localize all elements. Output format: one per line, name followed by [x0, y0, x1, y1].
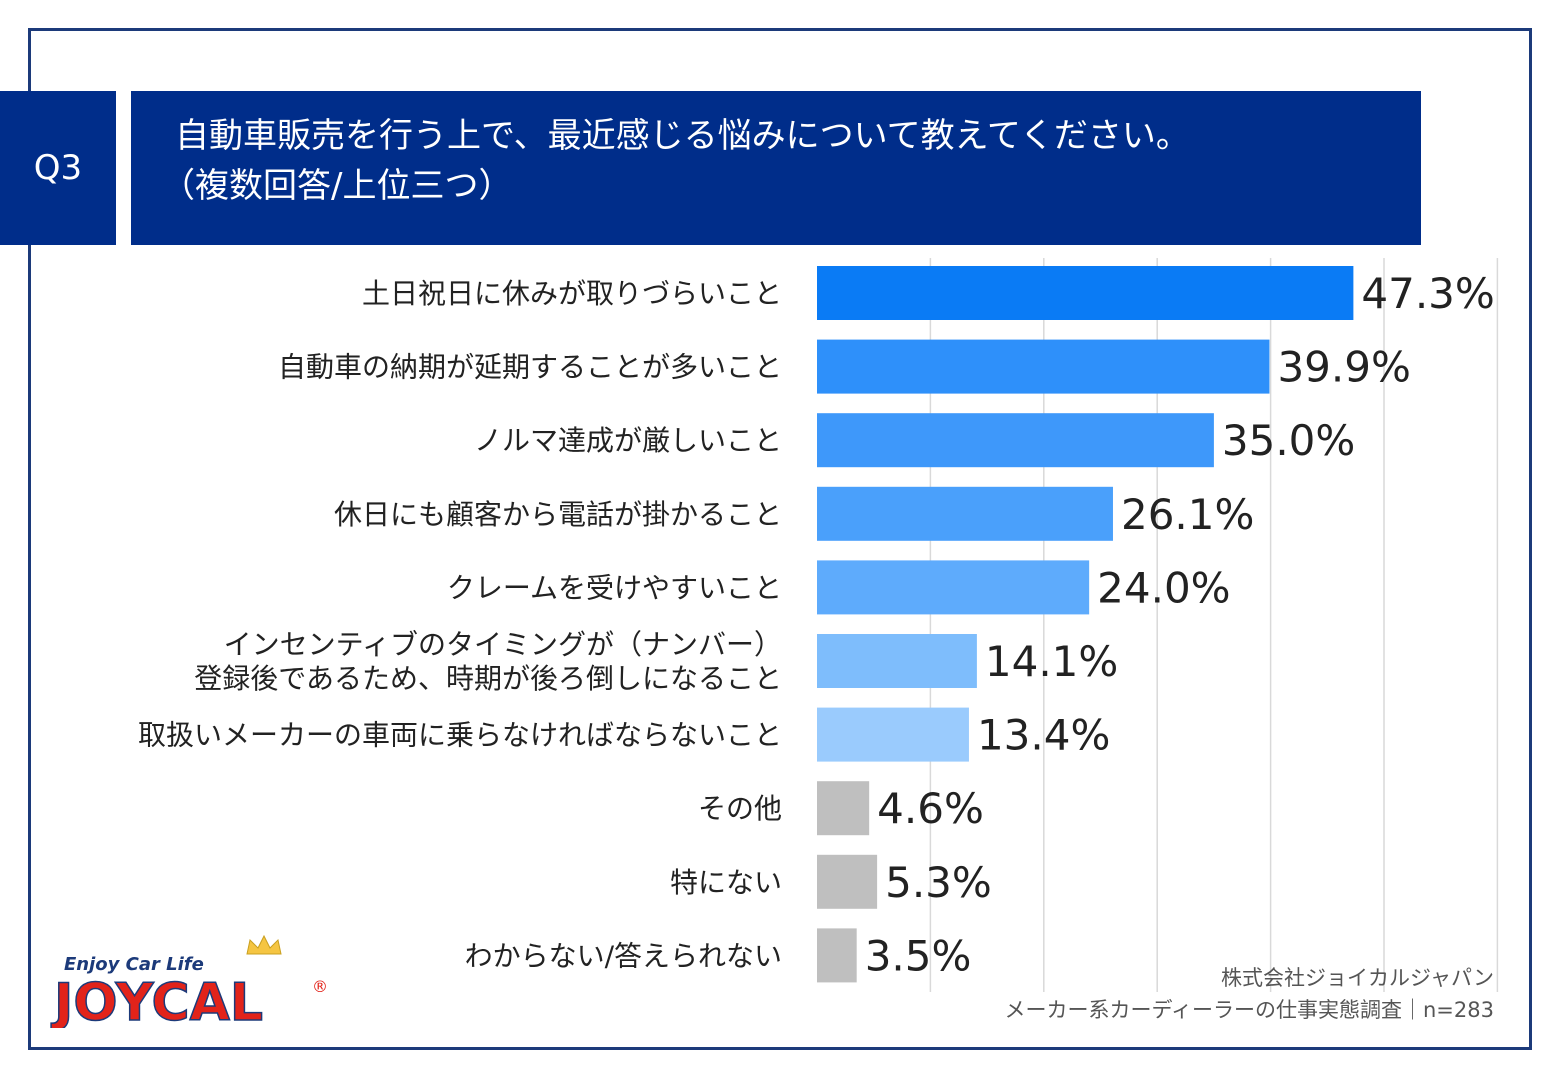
category-label: 休日にも顧客から電話が掛かること	[334, 498, 782, 531]
category-label: ノルマ達成が厳しいこと	[474, 424, 782, 457]
source-company: 株式会社ジョイカルジャパン	[1221, 966, 1494, 990]
value-label: 13.4%	[977, 711, 1110, 760]
bar	[817, 781, 870, 836]
bar	[817, 486, 1113, 541]
value-label: 47.3%	[1361, 269, 1494, 318]
joycal-logo: Enjoy Car Life JOYCAL ®	[50, 934, 328, 1028]
question-title-line2: （複数回答/上位三つ）	[161, 166, 513, 206]
value-label: 14.1%	[985, 637, 1118, 686]
category-label: 土日祝日に休みが取りづらいこと	[362, 277, 782, 310]
category-label: 取扱いメーカーの車両に乗らなければならないこと	[138, 719, 782, 752]
category-label: インセンティブのタイミングが（ナンバー）	[224, 628, 782, 661]
value-label: 5.3%	[885, 858, 992, 907]
category-label: わからない/答えられない	[465, 939, 782, 972]
value-label: 24.0%	[1097, 563, 1230, 612]
bar	[817, 413, 1214, 468]
value-label: 3.5%	[865, 931, 972, 980]
outer-frame	[28, 28, 1532, 1050]
value-label: 4.6%	[877, 784, 984, 833]
question-number-box: Q3	[0, 91, 116, 245]
bar	[817, 854, 878, 909]
bar	[817, 928, 857, 983]
source-survey: メーカー系カーディーラーの仕事実態調査｜n=283	[1004, 998, 1494, 1022]
category-label: 自動車の納期が延期することが多いこと	[278, 351, 782, 384]
bar	[817, 707, 969, 762]
logo-tagline: Enjoy Car Life	[64, 954, 204, 975]
bar	[817, 560, 1090, 615]
source-note: 株式会社ジョイカルジャパン メーカー系カーディーラーの仕事実態調査｜n=283	[1004, 962, 1494, 1026]
category-label: 登録後であるため、時期が後ろ倒しになること	[194, 662, 782, 695]
crown-icon	[246, 934, 282, 955]
question-number: Q3	[33, 148, 83, 188]
value-label: 35.0%	[1222, 416, 1355, 465]
value-label: 39.9%	[1277, 343, 1410, 392]
bar	[817, 634, 977, 688]
question-title-box: 自動車販売を行う上で、最近感じる悩みについて教えてください。 （複数回答/上位三…	[131, 91, 1421, 245]
logo-brand: JOYCAL	[51, 973, 263, 1028]
question-title-line1: 自動車販売を行う上で、最近感じる悩みについて教えてください。	[175, 116, 1190, 156]
bar	[817, 339, 1270, 394]
logo-registered: ®	[312, 977, 328, 996]
category-label: クレームを受けやすいこと	[447, 571, 782, 604]
bar	[817, 266, 1354, 320]
category-label: その他	[698, 792, 782, 825]
value-label: 26.1%	[1121, 490, 1254, 539]
category-label: 特にない	[670, 866, 782, 899]
